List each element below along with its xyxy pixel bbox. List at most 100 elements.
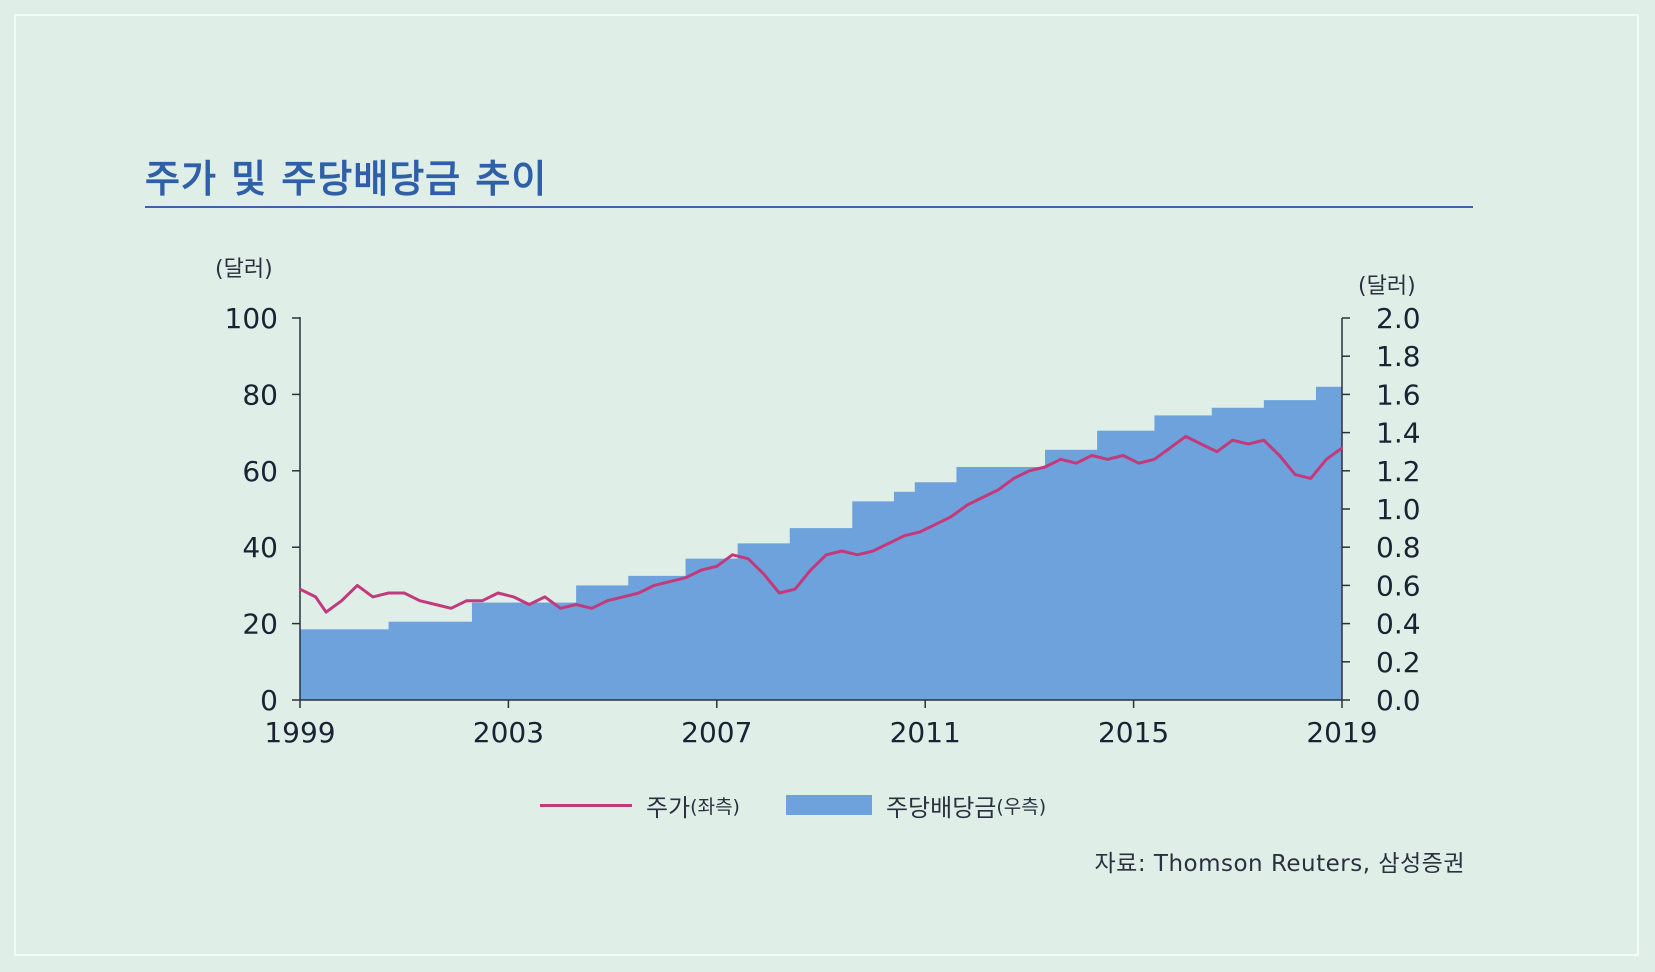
dividend-bar bbox=[914, 482, 957, 700]
price-line bbox=[299, 434, 1343, 614]
left-axis-tick-label: 60 bbox=[242, 455, 278, 488]
price-point bbox=[387, 591, 390, 595]
left-axis-tick-label: 0 bbox=[260, 684, 278, 717]
dividend-bar bbox=[1154, 415, 1213, 700]
price-point bbox=[1231, 439, 1234, 442]
x-axis-tick-label: 2019 bbox=[1306, 716, 1377, 749]
price-point bbox=[918, 530, 922, 534]
price-point bbox=[778, 591, 781, 595]
price-point bbox=[606, 599, 609, 602]
dividend-bar bbox=[685, 558, 739, 700]
right-axis-tick-label: 2.0 bbox=[1376, 302, 1421, 335]
x-axis-tick-label: 2003 bbox=[473, 716, 544, 749]
left-axis-tick-label: 80 bbox=[242, 378, 278, 411]
dividend-bar bbox=[1097, 430, 1155, 700]
price-point bbox=[793, 588, 797, 591]
x-axis-tick-label: 2011 bbox=[890, 716, 961, 749]
price-point bbox=[1043, 465, 1047, 469]
dividend-bar bbox=[893, 491, 916, 700]
price-point bbox=[699, 568, 703, 572]
price-point bbox=[1340, 446, 1344, 450]
price-point bbox=[887, 542, 890, 545]
price-point bbox=[1153, 458, 1156, 461]
price-point bbox=[528, 603, 531, 606]
price-point bbox=[559, 607, 562, 610]
left-axis-tick-label: 20 bbox=[242, 608, 278, 641]
left-axis-unit: (달러) bbox=[215, 257, 273, 282]
dividend-bar bbox=[1263, 400, 1317, 700]
source-note: 자료: Thomson Reuters, 삼성증권 bbox=[1094, 851, 1465, 877]
price-point bbox=[1309, 477, 1312, 480]
right-axis-tick-label: 1.8 bbox=[1376, 340, 1421, 373]
x-axis-tick-label: 2015 bbox=[1098, 716, 1169, 749]
right-axis-tick-label: 0.2 bbox=[1376, 646, 1421, 679]
legend-price-swatch bbox=[540, 803, 632, 807]
right-axis-tick-label: 1.2 bbox=[1376, 455, 1421, 488]
price-point bbox=[1278, 454, 1281, 457]
right-axis-tick-label: 0.6 bbox=[1376, 569, 1421, 602]
dividend-bar bbox=[1315, 386, 1343, 700]
right-axis-tick-label: 0.4 bbox=[1376, 608, 1421, 641]
x-axis-tick-label: 2007 bbox=[681, 716, 752, 749]
legend-dividend-label: 주당배당금 bbox=[885, 793, 997, 822]
price-point bbox=[1325, 458, 1328, 461]
legend-dividend-swatch bbox=[785, 795, 872, 815]
price-point bbox=[356, 584, 359, 587]
price-point bbox=[481, 599, 484, 602]
left-axis-tick-label: 40 bbox=[242, 531, 278, 564]
price-point bbox=[746, 557, 750, 560]
dividend-bar bbox=[789, 528, 853, 700]
dividend-bar bbox=[300, 629, 390, 700]
x-axis-tick-label: 1999 bbox=[264, 716, 335, 749]
right-axis-unit: (달러) bbox=[1358, 274, 1416, 299]
dividend-bar bbox=[628, 575, 687, 700]
dividend-bar bbox=[1045, 449, 1098, 700]
price-point bbox=[371, 595, 375, 599]
price-point bbox=[1121, 454, 1125, 457]
right-axis-tick-label: 0.8 bbox=[1376, 531, 1421, 564]
price-point bbox=[314, 595, 317, 599]
price-point bbox=[903, 534, 906, 537]
price-point bbox=[1106, 458, 1109, 461]
price-point bbox=[840, 549, 844, 553]
price-point bbox=[965, 503, 969, 507]
price-point bbox=[996, 488, 1000, 492]
price-point bbox=[731, 553, 734, 557]
price-point bbox=[637, 591, 640, 595]
dividend-bar bbox=[471, 602, 577, 700]
price-point bbox=[871, 549, 875, 553]
right-axis-tick-label: 1.6 bbox=[1376, 378, 1421, 411]
price-point bbox=[543, 595, 547, 599]
price-point bbox=[1137, 461, 1141, 465]
price-point bbox=[1012, 477, 1015, 480]
price-point bbox=[1168, 446, 1172, 450]
price-point bbox=[1247, 442, 1250, 446]
price-point bbox=[950, 515, 953, 518]
price-point bbox=[590, 607, 593, 610]
price-point bbox=[825, 553, 828, 557]
price-point bbox=[403, 591, 406, 595]
price-point bbox=[1184, 435, 1187, 438]
frame-border bbox=[14, 14, 1639, 956]
price-point bbox=[298, 588, 302, 591]
price-point bbox=[621, 595, 625, 599]
price-point bbox=[340, 599, 343, 602]
price-point bbox=[434, 603, 437, 606]
price-point bbox=[1028, 469, 1031, 472]
price-point bbox=[512, 595, 515, 599]
price-point bbox=[574, 603, 578, 606]
dividend-bar bbox=[956, 466, 1046, 700]
price-point bbox=[1090, 454, 1094, 457]
price-point bbox=[809, 568, 812, 572]
right-axis-tick-label: 1.0 bbox=[1376, 493, 1421, 526]
dividend-bar bbox=[737, 543, 791, 700]
dividend-bar bbox=[852, 501, 895, 700]
price-point bbox=[465, 599, 468, 602]
price-point bbox=[715, 565, 718, 568]
price-point bbox=[1200, 442, 1203, 446]
price-point bbox=[934, 523, 937, 526]
price-point bbox=[1262, 439, 1266, 442]
right-axis-tick-label: 0.0 bbox=[1376, 684, 1421, 717]
left-axis-tick-label: 100 bbox=[225, 302, 278, 335]
